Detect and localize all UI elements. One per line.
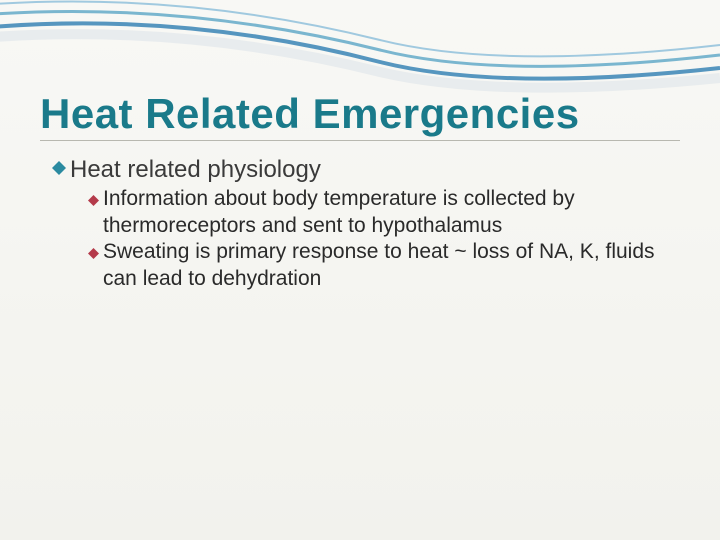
bullet-level1: Heat related physiology Information abou…	[52, 155, 680, 293]
bullet-text: Heat related physiology	[70, 155, 321, 186]
diamond-bullet-icon	[88, 245, 99, 265]
bullet-text: Information about body temperature is co…	[103, 186, 680, 240]
slide-content: Heat Related Emergencies Heat related ph…	[0, 0, 720, 313]
slide-title: Heat Related Emergencies	[40, 90, 680, 141]
bullet-level2: Information about body temperature is co…	[88, 186, 680, 294]
diamond-bullet-icon	[88, 192, 99, 212]
bullet-text: Sweating is primary response to heat ~ l…	[103, 239, 680, 293]
diamond-bullet-icon	[52, 161, 66, 181]
